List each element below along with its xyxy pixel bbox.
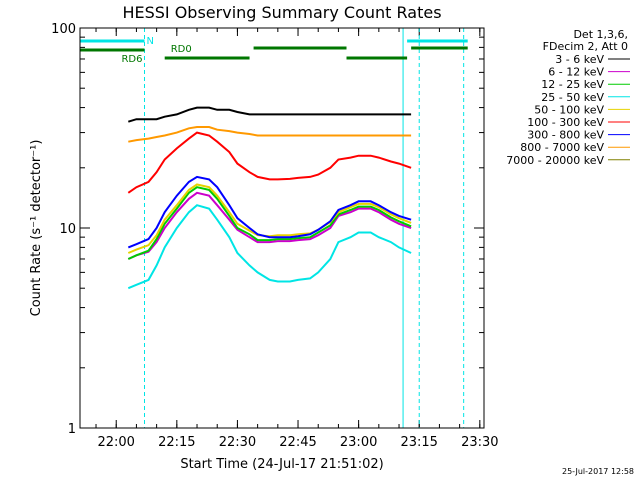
x-tick-label: 23:00	[340, 435, 377, 450]
series-line	[127, 204, 412, 290]
y-tick-label: 100	[51, 22, 76, 37]
chart-title: HESSI Observing Summary Count Rates	[122, 3, 441, 22]
y-axis-label: Count Rate (s⁻¹ detector⁻¹)	[29, 140, 44, 317]
legend-label: 6 - 12 keV	[548, 66, 604, 79]
flag-label: N	[147, 36, 154, 47]
series-line	[127, 175, 412, 249]
plot-frame	[79, 27, 485, 429]
legend-label: 300 - 800 keV	[527, 129, 604, 142]
flag-label: RD0	[171, 44, 192, 55]
legend-label: 3 - 6 keV	[555, 53, 604, 66]
timestamp: 25-Jul-2017 12:58	[562, 467, 634, 476]
series-line	[127, 186, 412, 260]
x-tick-label: 22:30	[219, 435, 256, 450]
x-tick-label: 22:00	[97, 435, 134, 450]
series-line	[128, 106, 412, 123]
legend-label: 800 - 7000 keV	[520, 141, 604, 154]
x-tick-label: 22:15	[158, 435, 195, 450]
legend-label: 7000 - 20000 keV	[506, 154, 604, 167]
legend-header-1: Det 1,3,6,	[573, 28, 628, 41]
x-tick-label: 23:30	[461, 435, 498, 450]
legend-label: 12 - 25 keV	[541, 78, 604, 91]
series-line	[128, 126, 412, 143]
legend-label: 100 - 300 keV	[527, 116, 604, 129]
y-tick-label: 1	[68, 422, 76, 437]
y-tick-label: 10	[59, 222, 76, 237]
flag-label: RD6	[121, 54, 142, 65]
x-axis-label: Start Time (24-Jul-17 21:51:02)	[180, 457, 383, 472]
legend-header-2: FDecim 2, Att 0	[543, 40, 628, 53]
legend-label: 50 - 100 keV	[534, 103, 604, 116]
x-tick-label: 23:15	[400, 435, 437, 450]
x-tick-label: 22:45	[279, 435, 316, 450]
series-line	[127, 131, 412, 194]
series-line	[127, 191, 412, 260]
legend-label: 25 - 50 keV	[541, 91, 604, 104]
